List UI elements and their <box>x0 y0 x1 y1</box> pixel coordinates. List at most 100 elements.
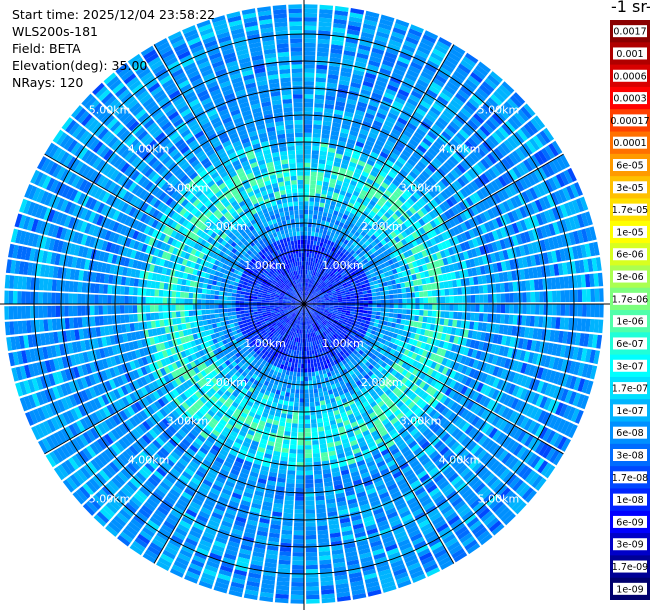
ray-gate <box>308 288 311 293</box>
ray-gate <box>317 422 324 428</box>
ray-gate <box>379 151 389 159</box>
ray-gate <box>314 98 324 104</box>
ray-gate <box>317 290 322 294</box>
ray-gate <box>360 189 368 196</box>
ray-gate <box>440 241 448 250</box>
ray-gate <box>305 269 308 275</box>
ray-gate <box>406 32 421 42</box>
ray-gate <box>432 48 446 59</box>
ray-gate <box>382 222 390 229</box>
ray-gate <box>508 168 519 181</box>
ray-gate <box>493 147 504 160</box>
ray-gate <box>367 243 374 250</box>
ray-gate <box>494 178 504 190</box>
ray-gate <box>328 186 335 193</box>
ray-gate <box>406 174 415 183</box>
ray-gate <box>433 244 440 253</box>
ray-gate <box>328 270 333 276</box>
ray-gate <box>556 290 561 303</box>
ray-gate <box>393 228 401 236</box>
ray-gate <box>308 301 313 303</box>
ray-gate <box>354 231 361 238</box>
ray-gate <box>448 77 461 89</box>
ray-gate <box>501 158 512 170</box>
ray-gate <box>439 250 447 258</box>
ray-gate <box>422 284 428 291</box>
ray-gate <box>310 257 314 263</box>
ray-gate <box>358 193 366 200</box>
ray-gate <box>399 168 409 177</box>
ray-gate <box>391 213 399 221</box>
ray-gate <box>512 166 522 179</box>
ray-gate <box>365 320 371 325</box>
ray-gate <box>317 284 321 288</box>
ray-gate <box>291 586 304 591</box>
ray-gate <box>312 375 317 381</box>
ray-gate <box>312 291 316 295</box>
ray-gate <box>409 268 416 275</box>
ray-gate <box>304 107 313 112</box>
ray-gate <box>330 279 335 284</box>
ray-gate <box>306 346 309 351</box>
ray-gate <box>300 385 304 390</box>
ray-gate <box>371 276 378 281</box>
ray-gate <box>315 258 319 264</box>
ray-gate <box>417 45 431 56</box>
ray-gate <box>316 357 320 363</box>
ray-gate <box>293 406 299 411</box>
ray-gate <box>361 220 369 227</box>
ray-gate <box>320 237 325 243</box>
ray-gate <box>313 358 317 364</box>
ray-gate <box>417 160 427 170</box>
ray-gate <box>416 78 429 88</box>
ray-gate <box>290 590 304 596</box>
ray-gate <box>355 237 361 244</box>
ray-gate <box>343 284 348 289</box>
ray-gate <box>330 44 343 50</box>
ray-gate <box>377 242 384 249</box>
ray-gate <box>349 290 355 294</box>
ray-gate <box>430 229 437 237</box>
ray-gate <box>293 350 297 355</box>
ray-gate <box>307 265 310 271</box>
ray-gate <box>326 290 332 294</box>
ray-gate <box>336 292 342 295</box>
ray-gate <box>356 263 362 269</box>
ray-gate <box>335 272 341 277</box>
ray-gate <box>581 289 587 302</box>
ray-gate <box>385 304 390 308</box>
ray-gate <box>417 209 425 218</box>
ray-gate <box>363 307 369 311</box>
ray-gate <box>314 366 319 372</box>
ray-gate <box>349 161 357 168</box>
ray-gate <box>293 535 304 540</box>
ray-gate <box>325 268 329 273</box>
ray-gate <box>438 66 452 77</box>
ray-gate <box>426 317 432 324</box>
ray-gate <box>375 221 383 228</box>
ray-gate <box>443 248 451 257</box>
ray-gate <box>319 286 324 291</box>
ray-gate <box>399 52 412 61</box>
ray-gate <box>337 225 343 232</box>
ray-gate <box>304 338 306 343</box>
ray-gate <box>327 74 339 80</box>
ray-gate <box>426 263 432 270</box>
ray-gate <box>356 182 364 190</box>
ray-gate <box>348 184 356 191</box>
ray-gate <box>313 120 322 125</box>
ray-gate <box>500 142 511 154</box>
ray-gate <box>519 177 529 190</box>
ray-gate <box>447 280 453 288</box>
ray-gate <box>336 179 343 186</box>
ray-gate <box>304 184 310 189</box>
ray-gate <box>312 300 317 303</box>
ray-gate <box>390 279 396 285</box>
ray-gate <box>427 147 438 157</box>
ray-gate <box>368 189 376 196</box>
ray-gate <box>304 102 314 108</box>
ray-gate <box>304 432 311 437</box>
ray-gate <box>310 414 317 420</box>
ray-gate <box>386 248 393 255</box>
ray-gate <box>361 31 375 39</box>
